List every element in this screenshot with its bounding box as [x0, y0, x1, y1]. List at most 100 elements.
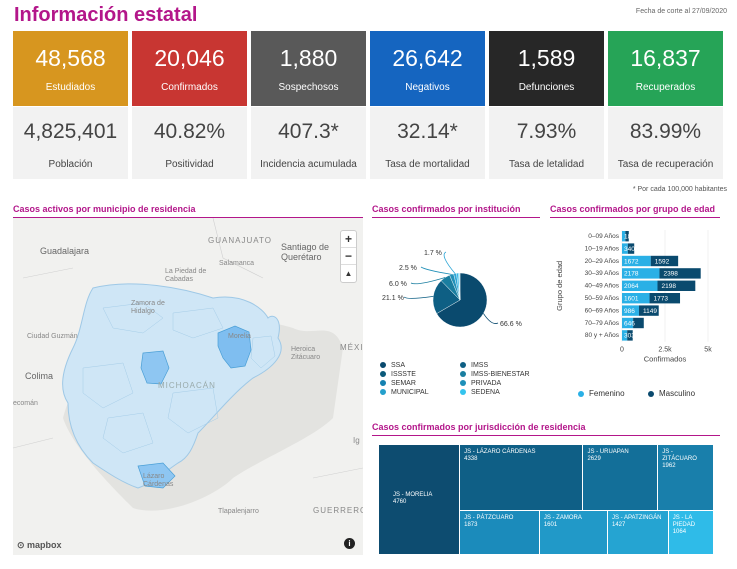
bar-femenino[interactable]: [622, 317, 634, 329]
legend-swatch: [578, 390, 584, 397]
bar-masculino[interactable]: [633, 317, 644, 329]
map-label-ciudad-guzman: Ciudad Guzmán: [27, 333, 78, 340]
legend-item[interactable]: Masculino: [648, 389, 695, 398]
treemap-cell-label: JS - LA PIEDAD: [672, 514, 696, 528]
map-label-morelia: Morelia: [228, 333, 251, 340]
treemap-cell-label: JS - LÁZARO CÁRDENAS: [464, 449, 536, 455]
bar-femenino[interactable]: [622, 243, 628, 254]
legend-item[interactable]: SEDENA: [460, 389, 500, 396]
map-label-santiago: Santiago de Querétaro: [281, 242, 330, 262]
bar-masculino[interactable]: [627, 243, 635, 254]
category-label: 30–39 Años: [585, 270, 620, 277]
treemap-cell[interactable]: JS - PÁTZCUARO 1873: [460, 510, 539, 554]
age-section-title: Casos confirmados por grupo de edad: [550, 204, 720, 218]
category-label: 40–49 Años: [585, 283, 620, 290]
legend-label: SEDENA: [471, 389, 500, 396]
card-sospechosos: 1,880 Sospechosos: [251, 31, 366, 106]
legend-item[interactable]: ISSSTE: [380, 371, 416, 378]
bar-femenino[interactable]: [622, 330, 628, 341]
bar-value-label: 1672: [624, 258, 639, 265]
bar-masculino[interactable]: [649, 293, 681, 304]
card-label: Estudiados: [45, 82, 96, 93]
legend-swatch: [380, 380, 386, 387]
zoom-in-button[interactable]: +: [341, 231, 356, 248]
category-label: 60–69 Años: [585, 307, 620, 314]
stat-card: 83.99% Tasa de recuperación: [608, 107, 723, 179]
pie-label: 1.7 %: [424, 250, 442, 257]
bar-femenino[interactable]: [622, 268, 660, 279]
category-label: 70–79 Años: [585, 320, 620, 327]
stat-card: 4,825,401 Población: [13, 107, 128, 179]
zoom-out-button[interactable]: −: [341, 248, 356, 265]
treemap-cell-value: 1962: [662, 463, 676, 469]
card-label: Confirmados: [161, 82, 218, 93]
map-label-michoacan: MICHOACÁN: [158, 381, 216, 390]
treemap-cell-label: JS - ZAMORA: [543, 514, 582, 521]
bar-femenino[interactable]: [622, 280, 658, 291]
stat-label: Población: [48, 159, 93, 170]
treemap-cell[interactable]: JS - LÁZARO CÁRDENAS 4338: [460, 445, 583, 510]
footnote: * Por cada 100,000 habitantes: [632, 186, 727, 193]
mapbox-logo[interactable]: ⊙ mapbox: [17, 540, 62, 550]
category-label: 50–59 Años: [585, 295, 620, 302]
pie-slice-imss[interactable]: [432, 280, 461, 314]
card-confirmados: 20,046 Confirmados: [132, 31, 247, 106]
map-canvas: [13, 218, 363, 555]
treemap-cell-value: 1601: [543, 521, 558, 528]
legend-item[interactable]: SSA: [380, 362, 405, 369]
uruapan-municipality: [140, 350, 170, 385]
bar-masculino[interactable]: [650, 255, 679, 267]
bar-femenino[interactable]: [622, 231, 626, 242]
info-icon[interactable]: i: [344, 538, 355, 549]
bar-masculino[interactable]: [638, 305, 659, 316]
legend-label: IMSS: [471, 362, 489, 369]
treemap-cell[interactable]: JS - APATZINGÁN 1427: [607, 510, 668, 554]
treemap-cell[interactable]: JS - ZITÁCUARO 1962: [658, 445, 713, 510]
bar-femenino[interactable]: [622, 255, 651, 267]
jurisdiction-treemap: JS - MORELIA 4760 JS - LÁZARO CÁRDENAS 4338…: [379, 445, 714, 555]
bar-masculino[interactable]: [659, 268, 701, 279]
treemap-cell[interactable]: JS - URUAPAN 2629: [583, 445, 658, 510]
treemap-cell-label: JS - APATZINGÁN: [611, 514, 662, 521]
map-zoom-control: + − ▲: [340, 230, 357, 283]
map[interactable]: GUANAJUATO Guadalajara Santiago de Queré…: [13, 218, 363, 555]
bar-value-label: 1592: [655, 258, 670, 265]
pie-slice-ssa[interactable]: [436, 272, 488, 328]
bar-femenino[interactable]: [622, 293, 650, 304]
legend-item[interactable]: IMSS: [460, 362, 488, 369]
legend-item[interactable]: SEMAR: [380, 380, 416, 387]
treemap-cell-value: 1427: [611, 521, 626, 528]
legend-item[interactable]: IMSS-BIENESTAR: [460, 371, 530, 378]
compass-button[interactable]: ▲: [344, 269, 353, 278]
legend-swatch: [380, 362, 386, 369]
treemap-cell[interactable]: JS - ZAMORA 1601: [539, 510, 607, 554]
bar-masculino[interactable]: [657, 280, 696, 291]
pie-label: 66.6 %: [500, 321, 522, 328]
pie-slice-sedena[interactable]: [459, 272, 461, 301]
page-title: Información estatal: [14, 4, 198, 26]
treemap-cell[interactable]: JS - MORELIA 4760: [379, 445, 460, 554]
bar-femenino[interactable]: [622, 305, 639, 316]
bar-masculino[interactable]: [625, 231, 629, 242]
treemap-cell[interactable]: JS - LA PIEDAD 1064: [668, 510, 713, 554]
bar-masculino[interactable]: [627, 330, 633, 341]
legend-item[interactable]: Femenino: [578, 389, 625, 398]
legend-item[interactable]: PRIVADA: [460, 380, 501, 387]
stat-value: 83.99%: [629, 120, 702, 143]
stat-value: 4,825,401: [23, 120, 118, 143]
legend-label: MUNICIPAL: [391, 389, 429, 396]
pie-label: 2.5 %: [399, 265, 417, 272]
legend-label: Masculino: [659, 389, 696, 398]
legend-swatch: [380, 389, 386, 396]
pie-label: 21.1 %: [382, 295, 404, 302]
institution-section-title: Casos confirmados por institución: [372, 204, 540, 218]
legend-item[interactable]: MUNICIPAL: [380, 389, 429, 396]
treemap-cell-label: JS - MORELIA: [393, 492, 433, 498]
bar-value-label: 2178: [624, 271, 639, 278]
age-bar-chart: 0–09 Años 187 10–19 Años 340 20–29 Años 1672 1…: [555, 230, 712, 364]
card-value: 48,568: [35, 45, 106, 71]
pie-leader-line: [420, 266, 452, 275]
category-label: 20–29 Años: [585, 258, 620, 265]
